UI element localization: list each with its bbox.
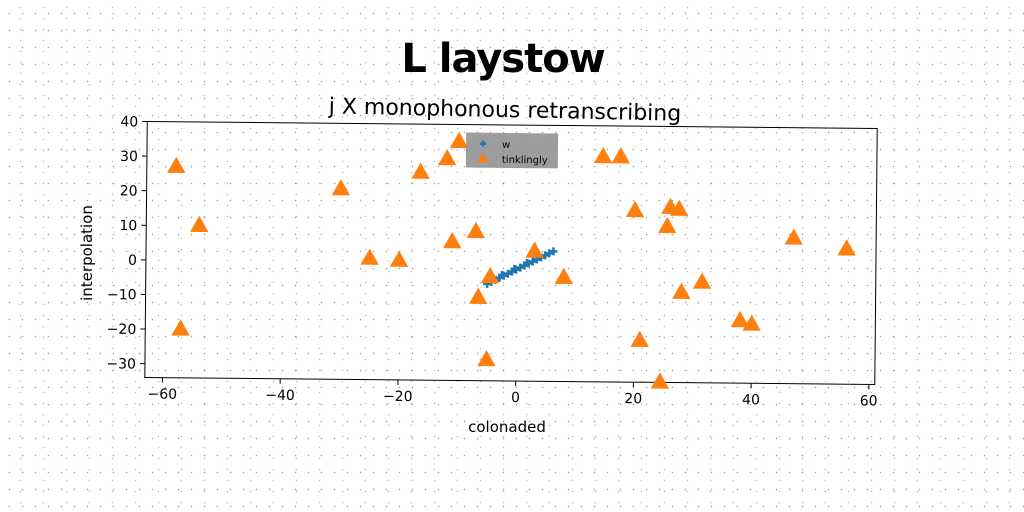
y-tick-label: −30: [106, 356, 136, 372]
triangle-point: [189, 215, 209, 233]
y-tick-label: 40: [120, 114, 138, 130]
triangle-point: [630, 330, 649, 348]
triangle-point: [411, 162, 430, 179]
y-tick-label: 20: [120, 183, 138, 199]
x-axis: −60 −40 −20 0 20 40 60: [147, 377, 878, 410]
triangle-point: [442, 232, 462, 249]
plus-point: [503, 269, 512, 278]
series-w: [483, 247, 558, 288]
triangle-point: [468, 287, 488, 304]
x-axis-label: colonaded: [468, 418, 546, 436]
triangle-point: [611, 147, 630, 164]
triangle-point: [525, 241, 544, 258]
data-marks: [167, 131, 856, 389]
legend-marker: [477, 152, 489, 163]
triangle-point: [658, 216, 677, 234]
legend-box: [465, 132, 559, 169]
plus-point: [522, 258, 531, 267]
x-tick-label: 60: [860, 393, 878, 409]
triangle-point: [167, 156, 186, 174]
x-tick-label: −20: [383, 389, 413, 405]
x-tick-label: −60: [147, 387, 177, 403]
triangle-point: [437, 148, 457, 166]
plus-point: [516, 263, 525, 272]
x-tick-label: 20: [624, 391, 642, 407]
triangle-point: [477, 350, 496, 367]
plot-frame: [144, 120, 878, 385]
triangle-point: [730, 310, 750, 328]
triangle-point: [837, 239, 856, 256]
legend-label: tinklingly: [502, 155, 548, 166]
triangle-point: [669, 199, 689, 216]
x-tick-label: 0: [511, 390, 520, 406]
y-tick-label: −10: [107, 287, 137, 303]
chart-title: L laystow: [401, 36, 604, 82]
y-axis-label: interpolation: [78, 205, 96, 301]
chart-subtitle: j X monophonous retranscribing: [328, 94, 682, 126]
triangle-point: [625, 200, 645, 218]
triangle-point: [331, 179, 351, 196]
x-tick-label: 40: [742, 392, 760, 408]
triangle-point: [784, 228, 803, 245]
legend-label: w: [502, 140, 510, 151]
triangle-point: [742, 314, 761, 331]
y-axis: −30 −20 −10 0 10 20 30 40: [106, 114, 148, 373]
triangle-point: [692, 272, 712, 289]
plus-point: [545, 249, 554, 258]
series-tinklingly: [167, 131, 856, 389]
plus-point: [497, 271, 506, 280]
triangle-point: [593, 147, 613, 164]
triangle-point: [650, 372, 670, 389]
triangle-point: [554, 267, 573, 285]
plot-area: −60 −40 −20 0 20 40 60 −30 −20 −10 0 10 20 30 40 w tin…: [106, 114, 878, 410]
plus-point: [510, 264, 519, 273]
y-tick-label: 30: [120, 149, 138, 165]
triangle-point: [171, 319, 190, 336]
triangle-point: [672, 282, 691, 299]
triangle-point: [466, 221, 486, 239]
y-tick-label: −20: [107, 322, 137, 338]
x-tick-label: −40: [265, 388, 295, 404]
legend-marker: [480, 140, 487, 147]
triangle-point: [360, 248, 379, 265]
triangle-point: [389, 250, 409, 267]
plus-point: [528, 257, 537, 266]
triangle-point: [449, 131, 469, 149]
legend: w tinklingly: [465, 132, 559, 169]
y-tick-label: 10: [119, 218, 137, 234]
plus-point: [549, 247, 558, 256]
triangle-point: [480, 267, 500, 284]
plus-point: [541, 251, 550, 260]
y-tick-label: 0: [128, 253, 137, 269]
